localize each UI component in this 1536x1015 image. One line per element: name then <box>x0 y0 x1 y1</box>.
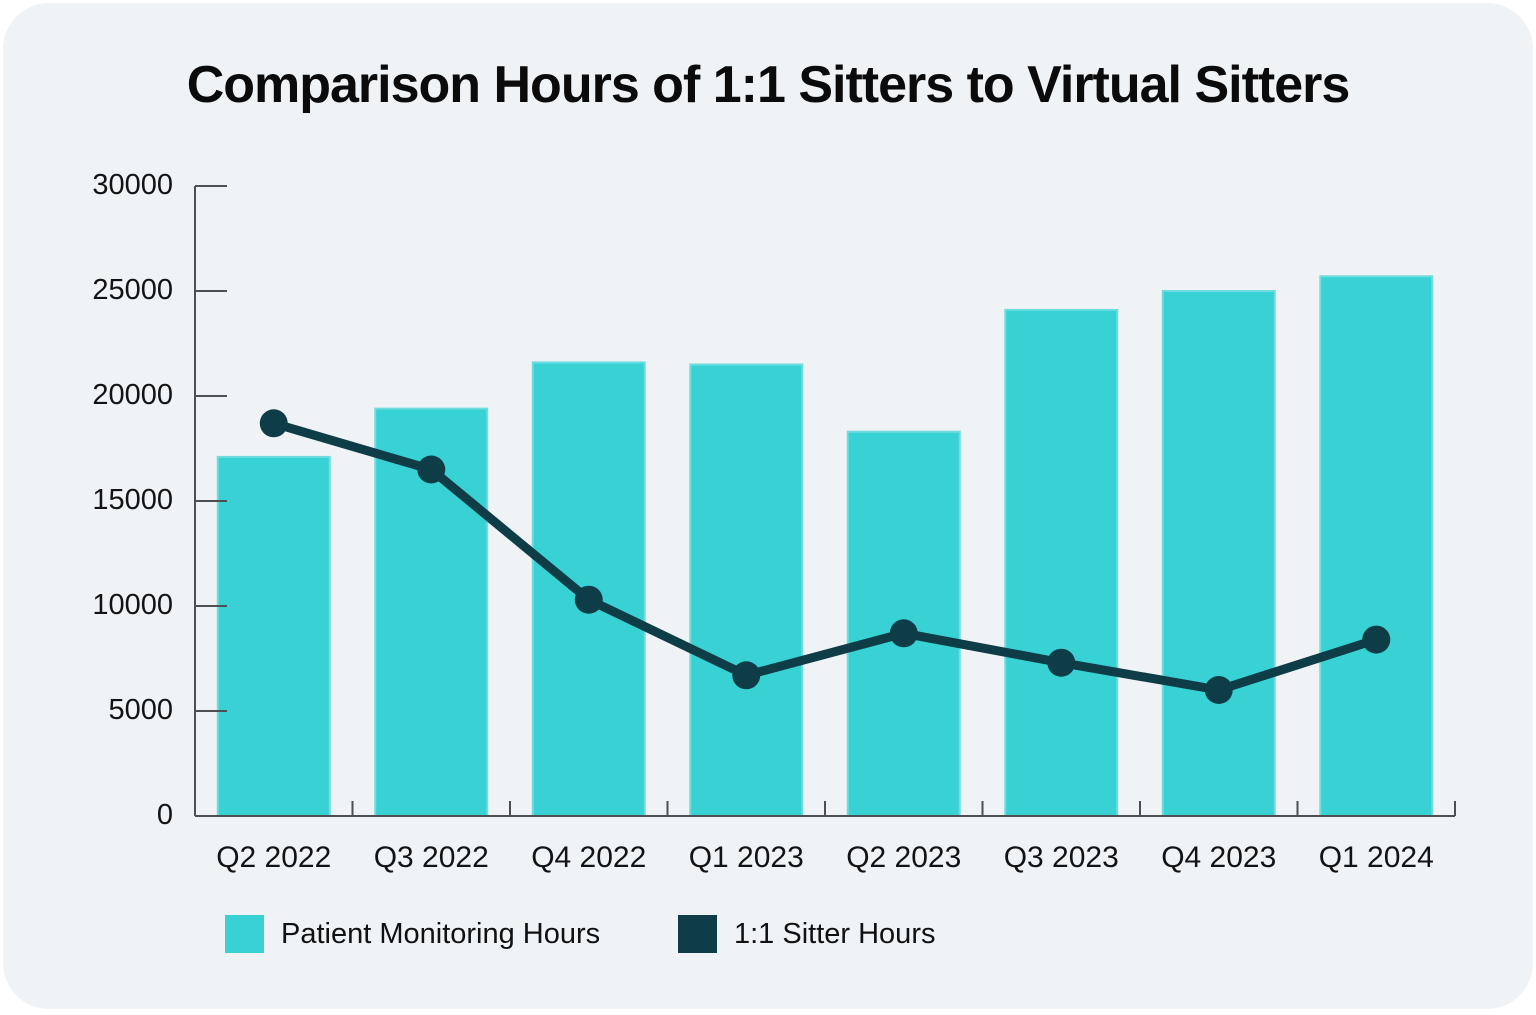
y-axis-label-20000: 20000 <box>92 379 173 411</box>
bar-q1-2023 <box>689 363 804 817</box>
x-axis-label-q2-2023: Q2 2023 <box>846 841 962 874</box>
bar-q2-2022 <box>216 455 331 817</box>
chart-canvas <box>194 185 1456 817</box>
line-point-q1-2023 <box>732 661 761 690</box>
bar-q4-2023 <box>1161 290 1276 817</box>
y-axis-label-10000: 10000 <box>92 589 173 621</box>
line-point-q3-2023 <box>1047 648 1076 677</box>
legend-swatch-line-series <box>678 915 717 953</box>
legend-label-patient-monitoring-hours: Patient Monitoring Hours <box>281 917 601 950</box>
y-axis-label-0: 0 <box>156 799 173 831</box>
line-point-q4-2023 <box>1204 676 1233 704</box>
chart-area: 0 5000 10000 15000 20000 25000 30000 Q2 2022 Q3… <box>3 3 1536 1015</box>
line-point-q4-2022 <box>574 585 603 614</box>
y-axis-label-5000: 5000 <box>108 694 173 726</box>
y-axis-label-30000: 30000 <box>92 169 173 201</box>
sitter-hours-line <box>269 418 1381 695</box>
legend-swatch-bar-series <box>225 915 264 953</box>
bar-q3-2023 <box>1004 308 1119 817</box>
x-axis-label-q4-2023: Q4 2023 <box>1161 841 1277 874</box>
line-point-q2-2023 <box>889 619 918 648</box>
chart-title: Comparison Hours of 1:1 Sitters to Virtu… <box>186 56 1351 114</box>
legend-item-patient-monitoring-hours: Patient Monitoring Hours <box>225 915 600 953</box>
legend-item-sitter-hours: 1:1 Sitter Hours <box>678 915 935 953</box>
y-axis-label-15000: 15000 <box>92 484 173 516</box>
bar-q1-2024 <box>1319 275 1434 817</box>
x-axis-label-q1-2023: Q1 2023 <box>688 841 804 874</box>
legend-label-sitter-hours: 1:1 Sitter Hours <box>734 917 936 950</box>
line-point-q2-2022 <box>259 409 288 438</box>
x-axis-label-q2-2022: Q2 2022 <box>216 841 332 874</box>
x-axis-label-q1-2024: Q1 2024 <box>1318 841 1434 874</box>
y-axis-label-25000: 25000 <box>92 274 173 306</box>
x-axis-label-q3-2023: Q3 2023 <box>1003 841 1119 874</box>
x-axis-label-q4-2022: Q4 2022 <box>531 841 647 874</box>
x-axis-label-q3-2022: Q3 2022 <box>373 841 489 874</box>
line-point-q1-2024 <box>1362 625 1391 654</box>
line-point-q3-2022 <box>417 455 446 484</box>
chart-card: Comparison Hours of 1:1 Sitters to Virtu… <box>3 3 1533 1009</box>
legend: Patient Monitoring Hours 1:1 Sitter Hour… <box>3 915 1533 965</box>
